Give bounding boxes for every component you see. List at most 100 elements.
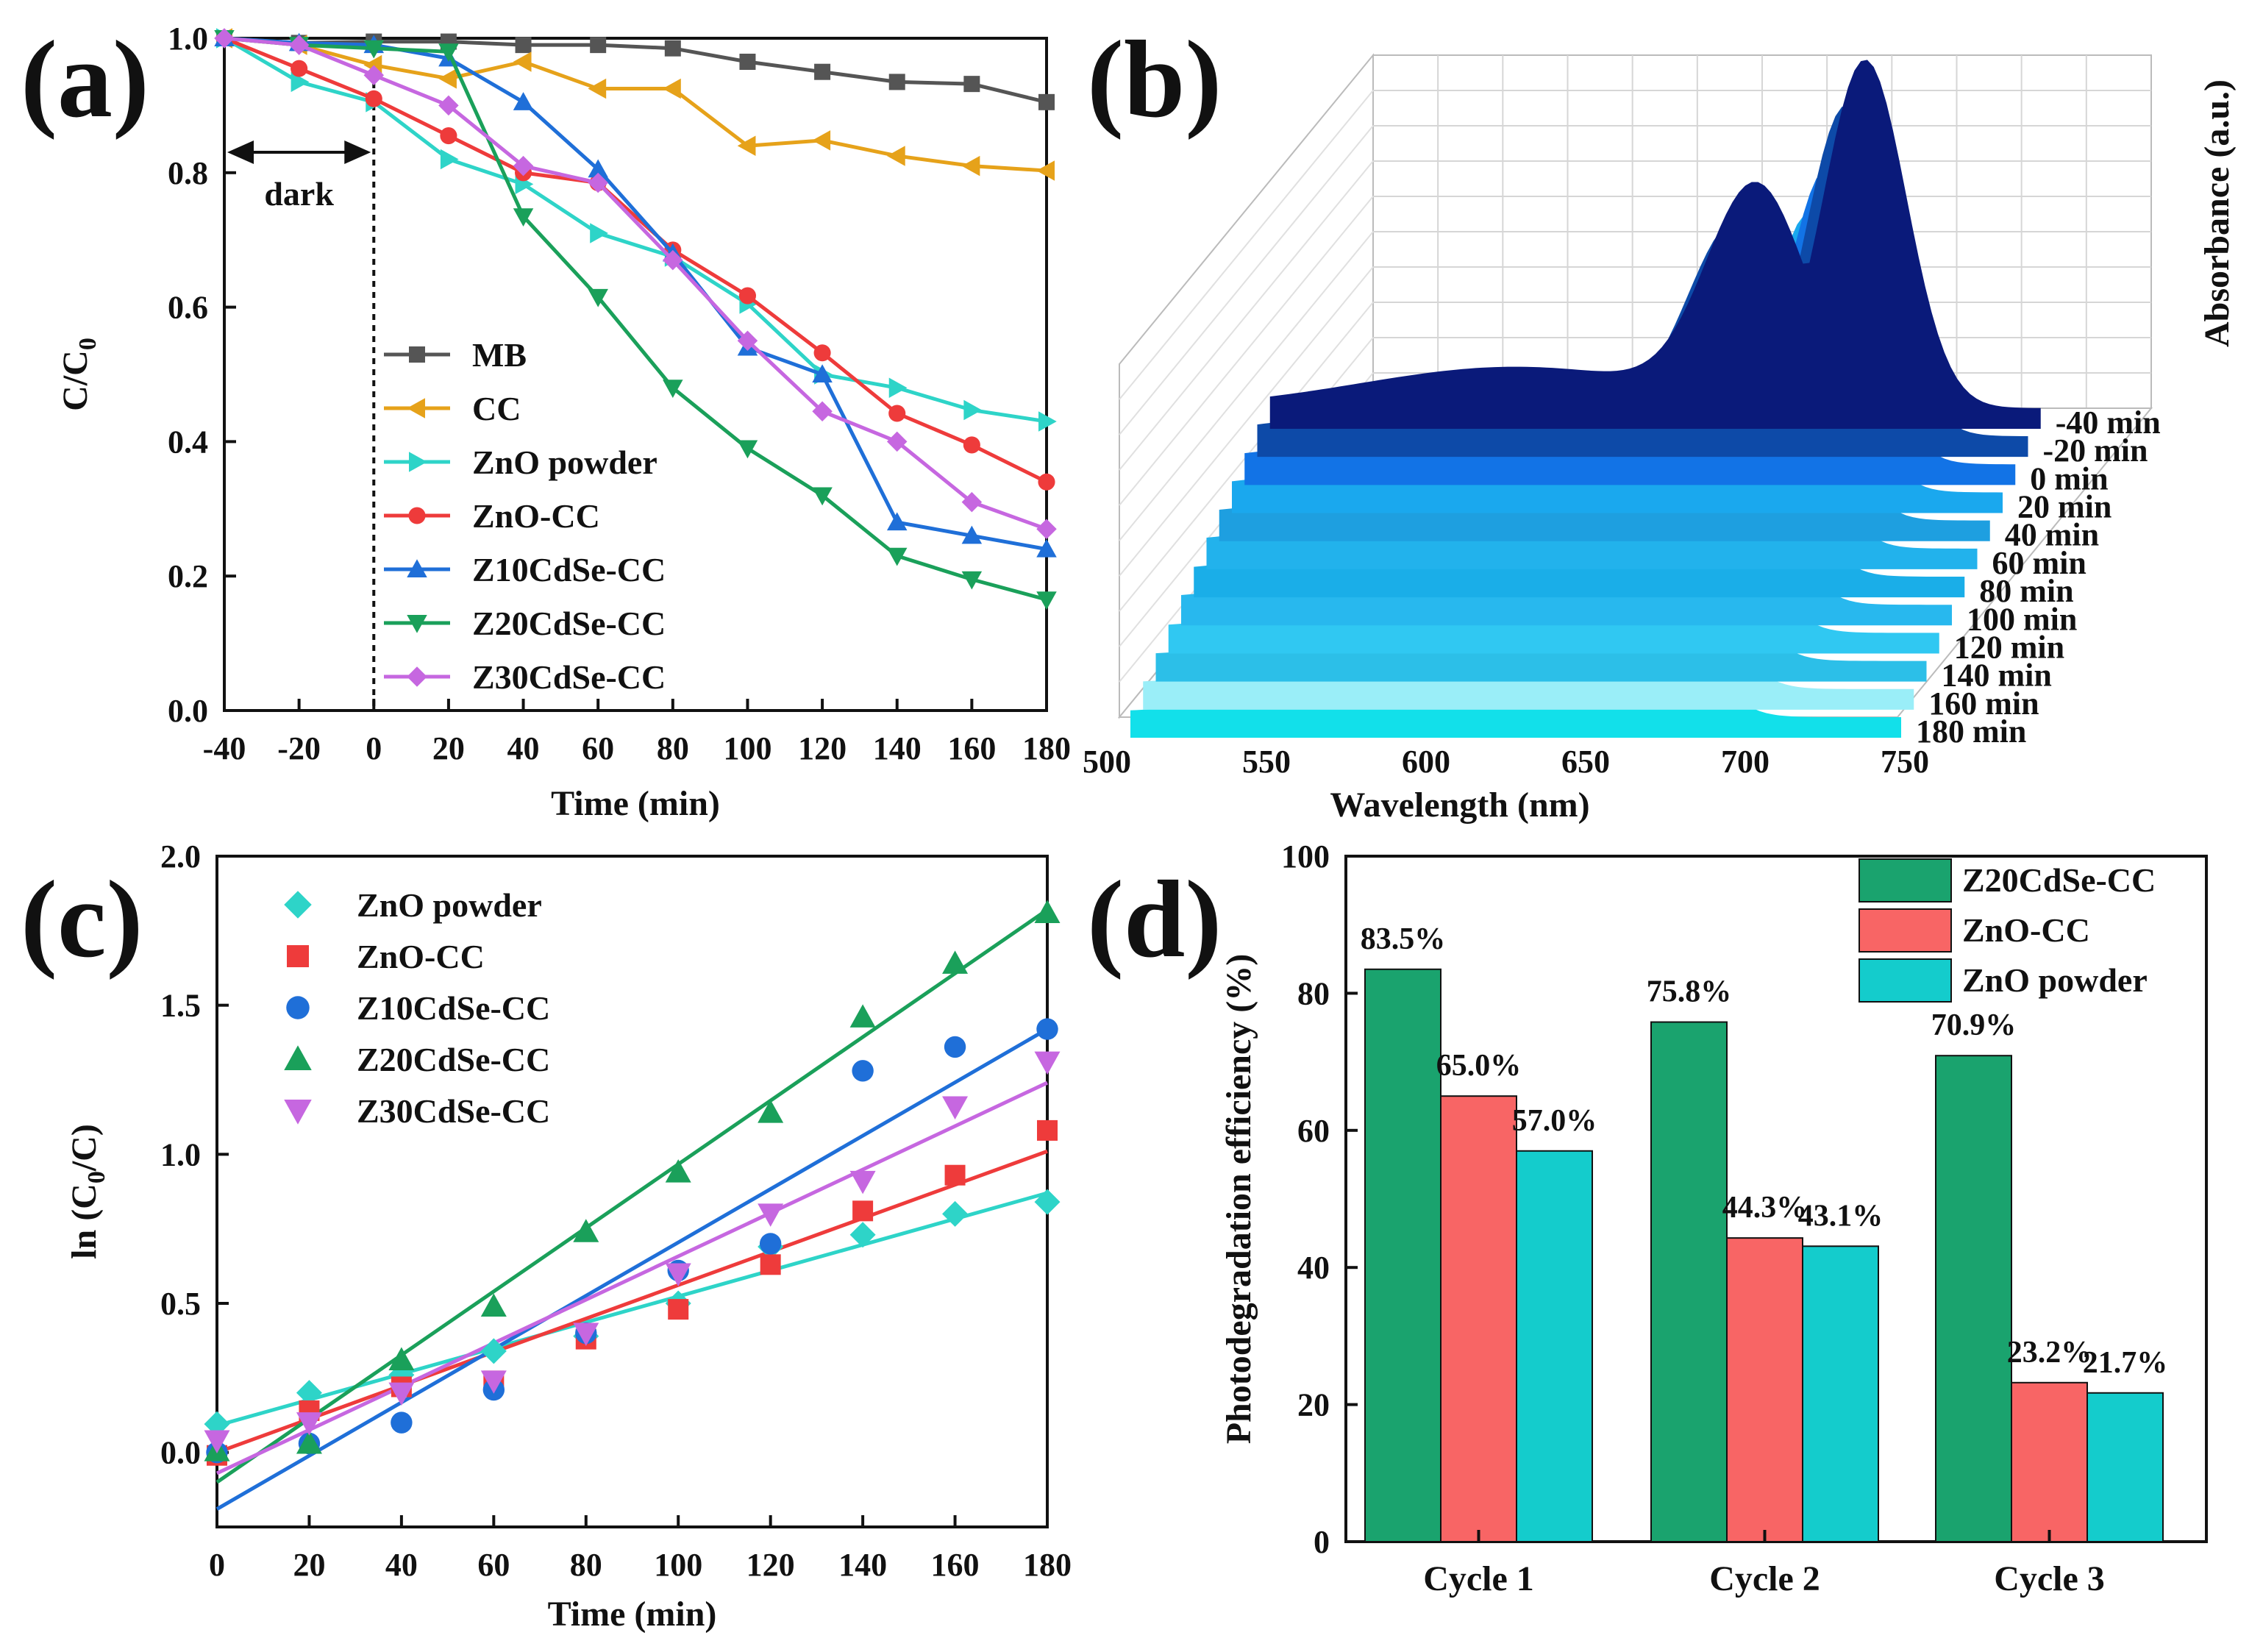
data-point-a <box>291 71 310 93</box>
y-tick-label-d: 100 <box>1281 839 1330 875</box>
grid-line-b <box>1119 266 1374 577</box>
legend-swatch-d <box>1858 858 1952 902</box>
time-label-b: 60 min <box>1992 545 2086 581</box>
legend-label-c: Z20CdSe-CC <box>357 1041 550 1078</box>
plot-frame-c <box>215 855 1049 1528</box>
x-tick-label-a: 140 <box>873 730 922 766</box>
legend-marker-c <box>284 1045 312 1070</box>
series-line-a <box>224 36 1047 602</box>
legend-marker-a <box>408 507 426 524</box>
data-point-c <box>942 950 969 974</box>
y-tick-label-a: 0.8 <box>168 155 208 191</box>
y-tick-label-d: 20 <box>1297 1387 1330 1423</box>
legend-marker-c <box>284 891 312 919</box>
data-point-a <box>812 487 833 506</box>
grid-line-b <box>1119 90 1374 400</box>
time-label-b: 120 min <box>1954 629 2064 665</box>
data-point-a <box>438 43 459 63</box>
x-tick-label-a: -40 <box>203 730 246 766</box>
legend-label-a: CC <box>472 390 521 427</box>
data-point-a <box>886 547 908 566</box>
x-tick-label-b: 700 <box>1721 744 1770 780</box>
data-point-a <box>663 78 681 99</box>
dark-arrow-right-head <box>344 140 371 164</box>
data-point-a <box>738 287 757 305</box>
legend-label-a: MB <box>472 336 527 374</box>
legend-marker-c <box>287 945 309 967</box>
data-point-a <box>288 35 310 55</box>
legend-label-a: Z10CdSe-CC <box>472 551 666 588</box>
fit-line-c <box>216 1149 1048 1455</box>
data-point-a <box>588 78 607 99</box>
data-point-a <box>886 431 908 452</box>
data-point-a <box>814 63 831 80</box>
time-label-b: 0 min <box>2030 460 2108 496</box>
bar-d <box>2086 1392 2164 1542</box>
data-point-a <box>588 159 608 178</box>
x-tick-label-c: 100 <box>654 1547 702 1583</box>
panel-label-b: (b) <box>1087 18 1222 140</box>
bar-value-label-d: 65.0% <box>1436 1049 1522 1083</box>
series-line-a <box>224 36 1047 104</box>
data-point-c <box>204 1430 230 1453</box>
bar-value-label-d: 75.8% <box>1647 975 1732 1009</box>
x-tick-label-a: 100 <box>723 730 771 766</box>
data-point-a <box>961 155 980 177</box>
x-tick-label-d: Cycle 3 <box>1994 1559 2105 1598</box>
legend-label-c: ZnO-CC <box>357 938 485 975</box>
x-tick-label-c: 40 <box>385 1547 418 1583</box>
y-tick-label-d: 0 <box>1314 1524 1330 1560</box>
x-tick-label-b: 650 <box>1561 744 1610 780</box>
x-tick-label-c: 160 <box>931 1547 980 1583</box>
data-point-a <box>812 130 831 151</box>
legend-marker-c <box>284 1100 312 1125</box>
data-point-a <box>888 405 906 422</box>
x-tick-label-a: 0 <box>366 730 382 766</box>
data-point-c <box>1034 1051 1061 1075</box>
data-point-a <box>291 60 308 77</box>
grid-line-b <box>1119 160 1374 471</box>
data-point-c <box>1034 1189 1061 1215</box>
legend-label-a: Z30CdSe-CC <box>472 658 666 696</box>
data-point-c <box>758 1203 784 1227</box>
data-point-a <box>588 172 608 193</box>
data-point-c <box>296 1412 322 1436</box>
y-tick-label-d: 60 <box>1297 1113 1330 1149</box>
grid-line-b <box>1119 231 1374 541</box>
data-point-c <box>944 1164 966 1186</box>
data-point-a <box>513 208 534 227</box>
data-point-c <box>849 1004 876 1028</box>
data-point-c <box>1037 1119 1058 1141</box>
data-point-a <box>961 525 983 544</box>
fit-line-c <box>215 1080 1049 1475</box>
data-point-c <box>668 1299 689 1320</box>
legend-label-d: ZnO powder <box>1962 961 2148 999</box>
x-tick-label-b: 750 <box>1881 744 1929 780</box>
time-label-b: 80 min <box>1979 573 2073 609</box>
grid-line-b <box>1119 196 1374 506</box>
data-point-a <box>963 399 983 421</box>
x-tick-label-a: 120 <box>798 730 847 766</box>
y-tick-label-d: 40 <box>1297 1250 1330 1286</box>
data-point-a <box>590 37 607 54</box>
bar-value-label-d: 21.7% <box>2083 1346 2168 1380</box>
panel-c-chart: 0 20 40 60 80 100 120 140 160 180 0.0 0.5 1.0 1.5 2.0 T… <box>65 839 1072 1634</box>
data-point-a <box>664 40 681 57</box>
data-point-c <box>849 1170 876 1195</box>
data-point-c <box>760 1254 781 1275</box>
bar-d <box>1516 1150 1593 1542</box>
legend-marker-a <box>407 615 427 633</box>
data-point-a <box>1038 93 1055 110</box>
data-point-a <box>886 512 908 531</box>
legend-marker-a <box>409 346 425 363</box>
bar-d <box>1364 968 1441 1542</box>
panel-label-c: (c) <box>21 858 143 980</box>
time-label-b: -20 min <box>2043 432 2148 469</box>
bar-value-label-d: 70.9% <box>1931 1008 2017 1042</box>
data-point-a <box>363 40 385 59</box>
data-point-a <box>888 74 905 90</box>
x-tick-label-a: 40 <box>507 730 540 766</box>
data-point-a <box>963 76 980 93</box>
data-point-c <box>852 1060 874 1082</box>
bar-value-label-d: 57.0% <box>1512 1104 1597 1138</box>
